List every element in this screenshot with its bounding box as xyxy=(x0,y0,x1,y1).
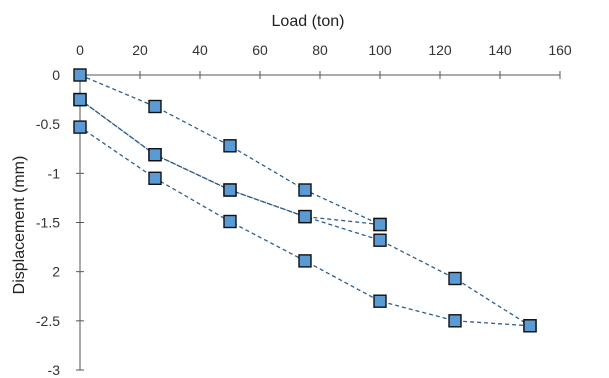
x-tick-label: 20 xyxy=(132,42,148,58)
y-tick-label: -1.5 xyxy=(36,215,60,231)
data-point xyxy=(374,295,386,307)
data-point xyxy=(374,234,386,246)
y-axis-ticks: 0 -0.5 -1 -1.5 2 -2.5 -3 xyxy=(36,67,84,378)
data-point xyxy=(74,121,86,133)
series-line-4 xyxy=(80,127,530,326)
data-point xyxy=(74,94,86,106)
series-lines xyxy=(80,75,530,326)
y-tick-label: 0 xyxy=(52,67,60,83)
data-point xyxy=(449,273,461,285)
data-point xyxy=(374,219,386,231)
y-tick-label: -1 xyxy=(48,165,61,181)
x-axis-title: Load (ton) xyxy=(272,13,345,30)
data-point xyxy=(224,140,236,152)
y-tick-label: 2 xyxy=(52,264,60,280)
data-point xyxy=(149,149,161,161)
data-point xyxy=(224,216,236,228)
data-series xyxy=(74,69,536,332)
data-point xyxy=(299,211,311,223)
x-tick-label: 140 xyxy=(488,42,512,58)
x-tick-label: 40 xyxy=(192,42,208,58)
y-tick-label: -3 xyxy=(48,362,61,378)
x-tick-label: 160 xyxy=(548,42,572,58)
y-tick-label: -2.5 xyxy=(36,313,60,329)
x-tick-label: 60 xyxy=(252,42,268,58)
data-point xyxy=(74,69,86,81)
data-point xyxy=(149,172,161,184)
y-tick-label: -0.5 xyxy=(36,116,60,132)
y-axis-title: Displacement (mm) xyxy=(11,156,28,295)
data-point xyxy=(149,101,161,113)
markers xyxy=(74,69,536,332)
data-point xyxy=(524,320,536,332)
x-tick-label: 120 xyxy=(428,42,452,58)
x-axis-ticks: 0 20 40 60 80 100 120 140 160 xyxy=(76,42,572,79)
x-tick-label: 80 xyxy=(312,42,328,58)
data-point xyxy=(224,184,236,196)
data-point xyxy=(449,315,461,327)
data-point xyxy=(299,255,311,267)
x-tick-label: 100 xyxy=(368,42,392,58)
series-line-2 xyxy=(80,100,380,225)
x-tick-label: 0 xyxy=(76,42,84,58)
data-point xyxy=(299,184,311,196)
